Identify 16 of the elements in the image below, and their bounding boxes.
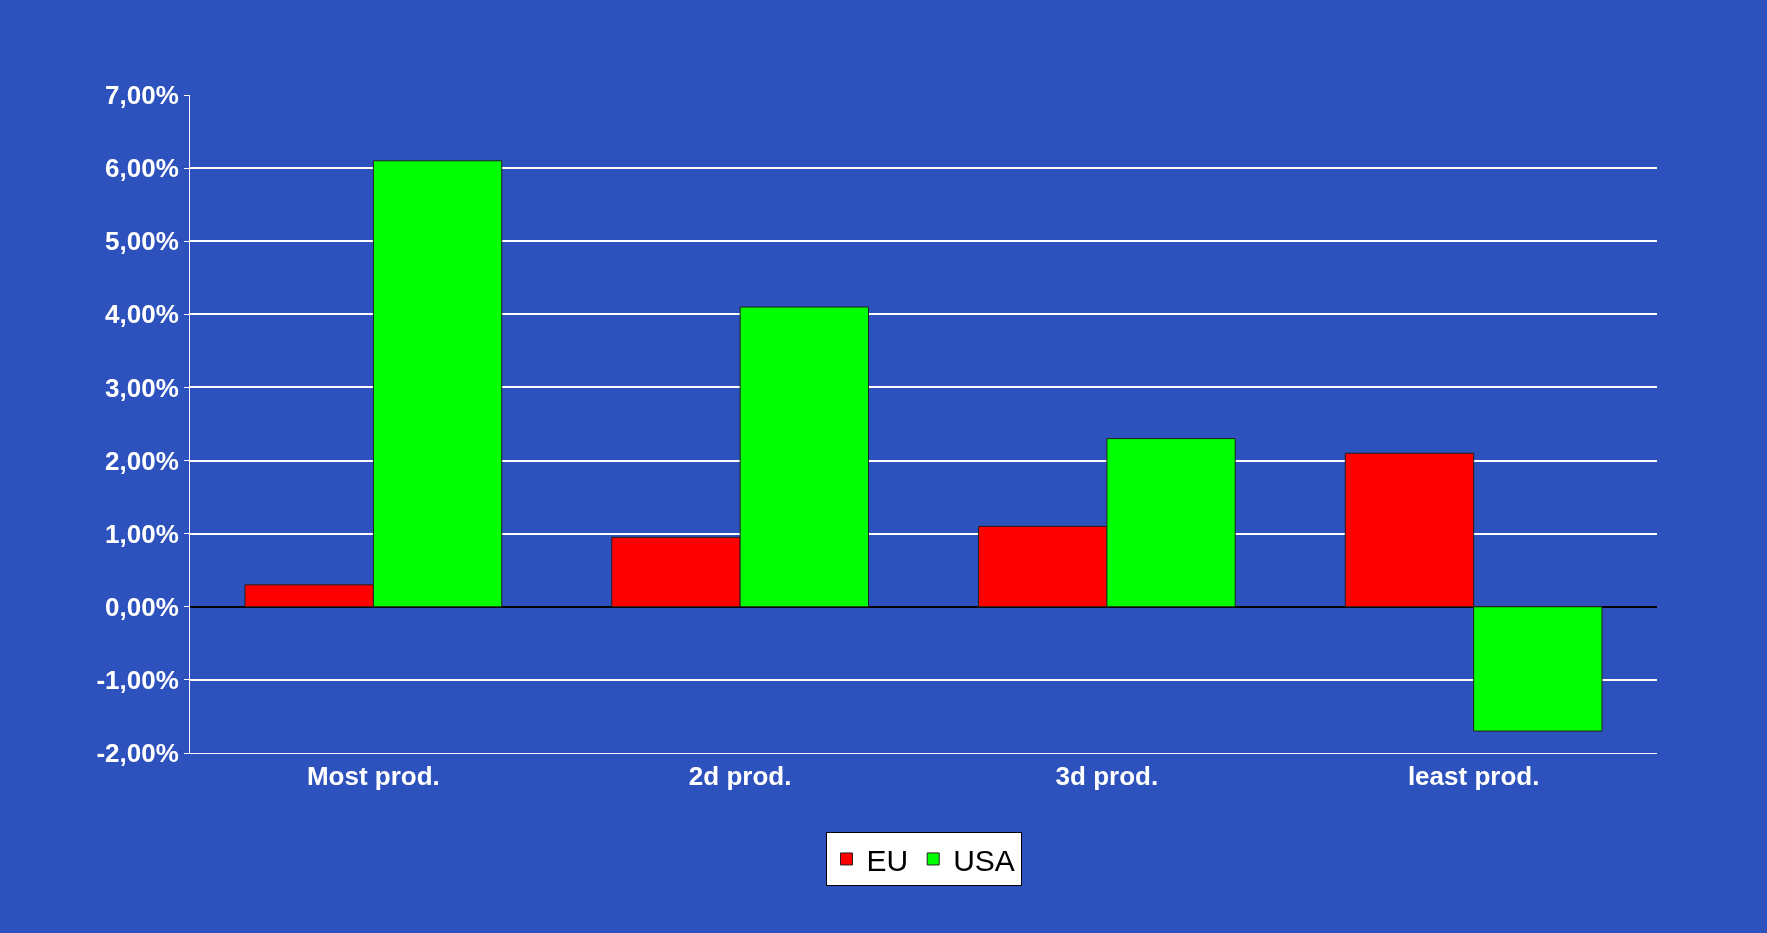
y-tick-label: 7,00%	[105, 80, 179, 111]
y-tick-label: 3,00%	[105, 372, 179, 403]
legend-label: USA	[953, 843, 1015, 877]
legend-label: EU	[866, 843, 909, 877]
y-tick-label: -1,00%	[96, 664, 179, 695]
y-tick-label: 5,00%	[105, 226, 179, 257]
y-tick-label: 2,00%	[105, 445, 179, 476]
y-tick-label: -2,00%	[96, 738, 179, 769]
x-tick-label: Most prod.	[306, 761, 440, 792]
x-tick-label: 3d prod.	[1055, 761, 1159, 792]
y-tick-label: 6,00%	[105, 153, 179, 184]
y-tick-label: 0,00%	[105, 591, 179, 622]
x-tick-label: least prod.	[1407, 761, 1540, 792]
x-tick-label: 2d prod.	[688, 761, 792, 792]
y-tick-label: 4,00%	[105, 299, 179, 330]
y-tick-label: 1,00%	[105, 518, 179, 549]
